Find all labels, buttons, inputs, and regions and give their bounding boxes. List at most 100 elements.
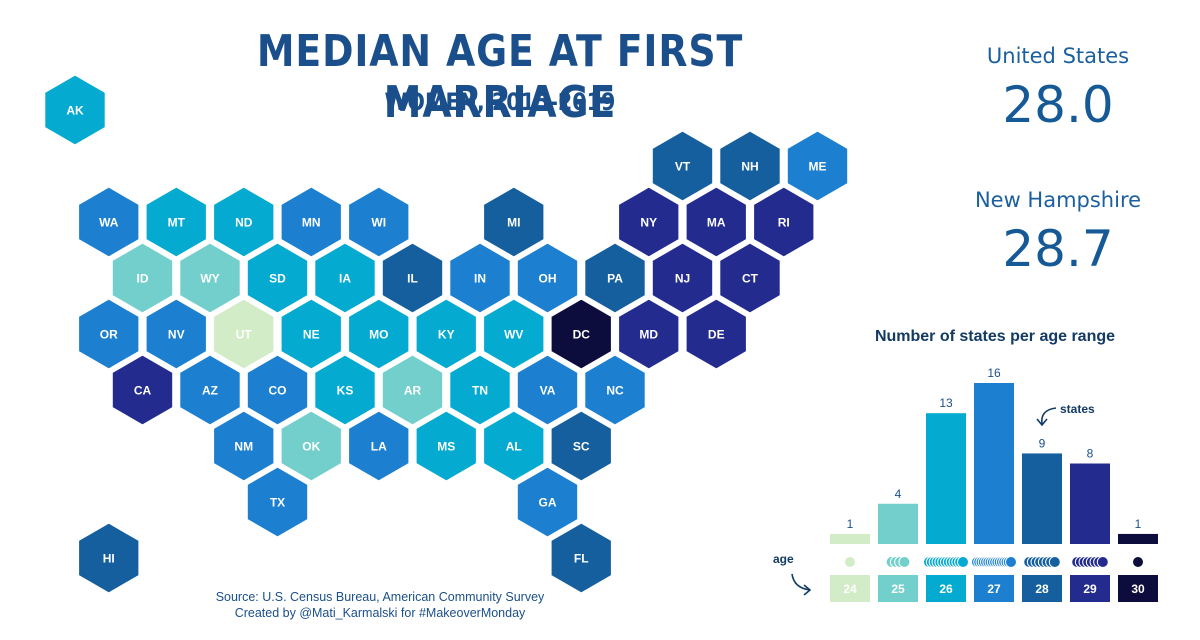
state-hex-ak[interactable]: AK bbox=[42, 72, 108, 148]
state-hex-shape bbox=[413, 296, 479, 372]
state-hex-nm[interactable]: NM bbox=[211, 408, 277, 484]
state-hex-la[interactable]: LA bbox=[346, 408, 412, 484]
state-hex-nj[interactable]: NJ bbox=[649, 240, 716, 316]
state-hex-shape bbox=[616, 184, 682, 260]
state-hex-id[interactable]: ID bbox=[109, 240, 176, 316]
state-hex-shape bbox=[683, 296, 749, 372]
state-hex-tn[interactable]: TN bbox=[447, 352, 513, 428]
state-hex-co[interactable]: CO bbox=[244, 352, 311, 428]
bar-age-27 bbox=[974, 383, 1014, 544]
state-code-label: FL bbox=[574, 552, 589, 566]
state-hex-ne[interactable]: NE bbox=[278, 296, 344, 372]
state-hex-ky[interactable]: KY bbox=[413, 296, 479, 372]
state-hex-wv[interactable]: WV bbox=[481, 296, 547, 372]
state-hex-nc[interactable]: NC bbox=[582, 352, 648, 428]
state-hex-ma[interactable]: MA bbox=[683, 184, 749, 260]
age-tick-label: 30 bbox=[1131, 582, 1145, 596]
state-code-label: ID bbox=[137, 272, 149, 286]
state-hex-shape bbox=[379, 240, 446, 316]
state-hex-wy[interactable]: WY bbox=[177, 240, 243, 316]
age-tick-label: 29 bbox=[1083, 582, 1097, 596]
state-hex-mi[interactable]: MI bbox=[481, 184, 547, 260]
state-code-label: CA bbox=[134, 384, 152, 398]
state-hex-pa[interactable]: PA bbox=[582, 240, 648, 316]
state-hex-mn[interactable]: MN bbox=[278, 184, 344, 260]
state-hex-tx[interactable]: TX bbox=[244, 464, 311, 540]
state-code-label: OR bbox=[100, 328, 118, 342]
state-hex-va[interactable]: VA bbox=[514, 352, 581, 428]
state-hex-sc[interactable]: SC bbox=[548, 408, 614, 484]
state-code-label: TN bbox=[472, 384, 488, 398]
bar-value-label: 1 bbox=[1135, 517, 1142, 531]
age-tile-24 bbox=[830, 575, 870, 602]
state-code-label: OK bbox=[302, 440, 320, 454]
state-hex-ny[interactable]: NY bbox=[616, 184, 682, 260]
state-code-label: RI bbox=[778, 216, 790, 230]
state-code-label: TX bbox=[270, 496, 285, 510]
state-hex-az[interactable]: AZ bbox=[177, 352, 243, 428]
state-hex-ct[interactable]: CT bbox=[717, 240, 783, 316]
state-code-label: NH bbox=[741, 160, 758, 174]
state-hex-shape bbox=[211, 184, 277, 260]
state-hex-shape bbox=[548, 296, 614, 372]
state-hex-nv[interactable]: NV bbox=[143, 296, 209, 372]
state-hex-de[interactable]: DE bbox=[683, 296, 749, 372]
selected-state-value: 28.7 bbox=[1002, 220, 1114, 278]
state-hex-sd[interactable]: SD bbox=[244, 240, 311, 316]
age-tick-label: 25 bbox=[891, 582, 905, 596]
state-hex-ms[interactable]: MS bbox=[413, 408, 479, 484]
bar-value-label: 4 bbox=[895, 487, 902, 501]
state-dot bbox=[1096, 556, 1109, 568]
state-code-label: DC bbox=[573, 328, 591, 342]
state-dot bbox=[957, 556, 969, 568]
state-hex-shape bbox=[784, 128, 851, 204]
state-hex-mo[interactable]: MO bbox=[346, 296, 412, 372]
state-hex-ri[interactable]: RI bbox=[751, 184, 817, 260]
state-hex-ca[interactable]: CA bbox=[109, 352, 176, 428]
state-dot bbox=[844, 556, 856, 568]
state-hex-vt[interactable]: VT bbox=[649, 128, 716, 204]
state-hex-ga[interactable]: GA bbox=[514, 464, 581, 540]
state-hex-shape bbox=[211, 408, 277, 484]
state-hex-me[interactable]: ME bbox=[784, 128, 851, 204]
bar-age-28 bbox=[1022, 453, 1062, 544]
state-code-label: MD bbox=[639, 328, 658, 342]
state-hex-shape bbox=[76, 184, 142, 260]
us-label: United States bbox=[986, 44, 1130, 68]
state-hex-oh[interactable]: OH bbox=[514, 240, 581, 316]
state-hex-nd[interactable]: ND bbox=[211, 184, 277, 260]
state-hex-ia[interactable]: IA bbox=[312, 240, 378, 316]
state-hex-ut[interactable]: UT bbox=[211, 296, 277, 372]
state-code-label: DE bbox=[708, 328, 725, 342]
state-hex-hi[interactable]: HI bbox=[76, 520, 142, 596]
state-hex-mt[interactable]: MT bbox=[143, 184, 209, 260]
state-hex-ar[interactable]: AR bbox=[379, 352, 446, 428]
state-hex-dc[interactable]: DC bbox=[548, 296, 614, 372]
state-hex-al[interactable]: AL bbox=[481, 408, 547, 484]
state-hex-md[interactable]: MD bbox=[616, 296, 682, 372]
state-code-label: AL bbox=[506, 440, 522, 454]
state-hex-il[interactable]: IL bbox=[379, 240, 446, 316]
state-code-label: LA bbox=[371, 440, 387, 454]
state-hex-shape bbox=[109, 240, 176, 316]
state-hex-shape bbox=[177, 240, 243, 316]
state-code-label: MA bbox=[707, 216, 726, 230]
state-code-label: AZ bbox=[202, 384, 218, 398]
state-hex-wa[interactable]: WA bbox=[76, 184, 142, 260]
state-hex-ok[interactable]: OK bbox=[278, 408, 344, 484]
state-hex-shape bbox=[109, 352, 176, 428]
state-code-label: AR bbox=[404, 384, 422, 398]
state-dot bbox=[898, 556, 911, 568]
state-hex-ks[interactable]: KS bbox=[312, 352, 378, 428]
state-hex-wi[interactable]: WI bbox=[346, 184, 412, 260]
state-hex-shape bbox=[177, 352, 243, 428]
state-hex-shape bbox=[447, 240, 513, 316]
state-code-label: WV bbox=[504, 328, 523, 342]
age-tick-label: 24 bbox=[843, 582, 857, 596]
state-hex-shape bbox=[76, 520, 142, 596]
state-code-label: CT bbox=[742, 272, 759, 286]
state-hex-or[interactable]: OR bbox=[76, 296, 142, 372]
state-hex-in[interactable]: IN bbox=[447, 240, 513, 316]
state-hex-nh[interactable]: NH bbox=[717, 128, 783, 204]
state-hex-fl[interactable]: FL bbox=[548, 520, 614, 596]
